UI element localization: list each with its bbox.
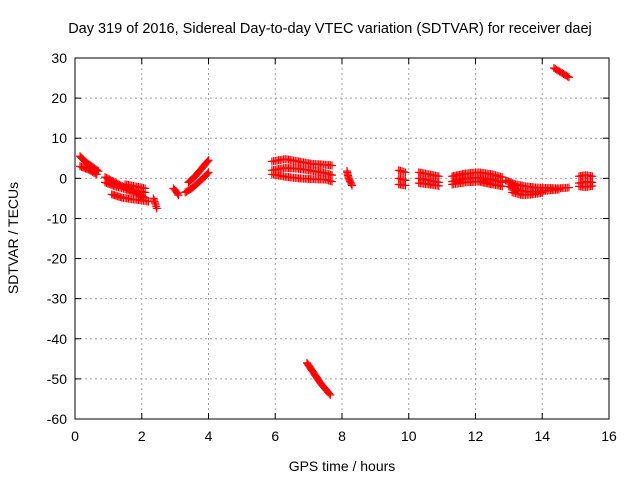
y-tick-label: 0 (59, 170, 67, 186)
data-point (204, 156, 213, 165)
y-axis-label: SDTVAR / TECUs (5, 182, 21, 294)
data-point (141, 184, 150, 193)
y-tick-label: 10 (51, 130, 67, 146)
y-tick-label: -50 (47, 371, 67, 387)
data-point (91, 169, 100, 178)
ticks (74, 57, 610, 420)
x-tick-label: 0 (71, 428, 79, 444)
data-point (173, 189, 182, 198)
x-tick-label: 2 (138, 428, 146, 444)
y-tick-label: -60 (47, 411, 67, 427)
chart-title: Day 319 of 2016, Sidereal Day-to-day VTE… (68, 21, 592, 37)
data-point (203, 169, 212, 178)
x-tick-label: 12 (468, 428, 484, 444)
y-tick-label: -20 (47, 251, 67, 267)
data-point (588, 181, 597, 190)
x-axis-label: GPS time / hours (289, 458, 396, 474)
data-point (498, 182, 507, 191)
data-point (347, 180, 356, 189)
data-points (76, 64, 597, 399)
y-tick-label: 20 (51, 90, 67, 106)
y-tick-label: -40 (47, 331, 67, 347)
grid (75, 58, 609, 419)
data-point (564, 73, 573, 82)
data-point (401, 168, 410, 177)
x-tick-label: 6 (271, 428, 279, 444)
data-point (152, 204, 161, 213)
data-point (554, 185, 563, 194)
data-point (563, 72, 572, 81)
data-point (327, 177, 336, 186)
data-point (325, 389, 334, 398)
data-point (434, 181, 443, 190)
data-point (401, 181, 410, 190)
y-tick-label: 30 (51, 50, 67, 66)
data-point (538, 188, 547, 197)
y-tick-label: -10 (47, 210, 67, 226)
data-point (564, 183, 573, 192)
x-tick-label: 8 (338, 428, 346, 444)
tick-labels: 0 2 4 6 8 10 12 14 16 -60 -50 -40 -30 -20 -10 0 10 20 30 (47, 50, 617, 444)
data-point (326, 390, 335, 399)
x-tick-label: 10 (401, 428, 417, 444)
x-tick-label: 14 (534, 428, 550, 444)
x-tick-label: 16 (601, 428, 617, 444)
data-point (174, 191, 183, 200)
x-tick-label: 4 (205, 428, 213, 444)
y-tick-label: -30 (47, 291, 67, 307)
data-point (204, 168, 213, 177)
data-point (348, 181, 357, 190)
data-point (203, 157, 212, 166)
data-point (92, 170, 101, 179)
data-point (327, 161, 336, 170)
